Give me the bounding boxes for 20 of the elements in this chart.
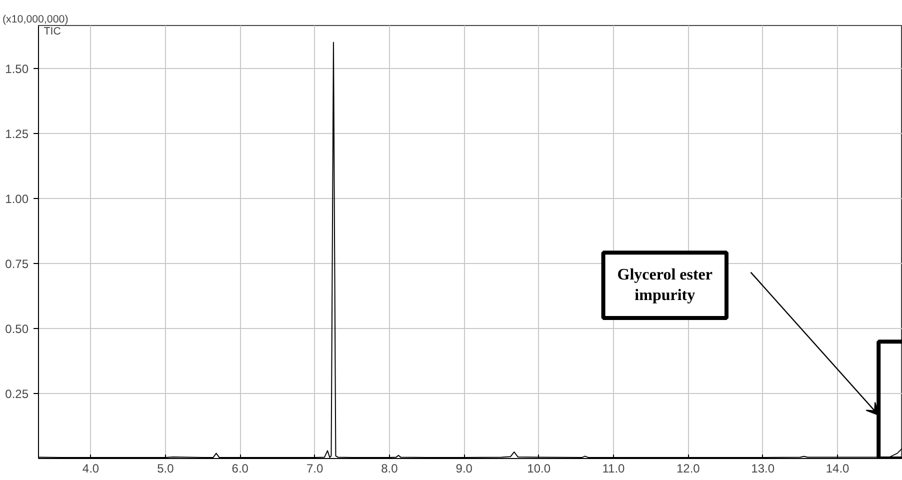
x-tick-label: 7.0 (306, 462, 324, 476)
y-tick-label: 1.25 (5, 126, 29, 141)
annotation: Glycerol ester impurity (617, 266, 713, 304)
x-tick-label: 10.0 (527, 462, 551, 476)
x-tick-label: 6.0 (232, 462, 249, 476)
x-tick-label: 5.0 (157, 462, 174, 476)
y-axis-title: (x10,000,000) (2, 14, 68, 26)
x-tick-label: 8.0 (381, 462, 398, 476)
y-tick-label: 0.75 (5, 256, 29, 271)
annotation: TIC (44, 26, 62, 38)
y-tick-label: 0.25 (5, 386, 29, 401)
y-tick-label: 1.50 (5, 62, 29, 76)
x-tick-label: 11.0 (602, 462, 626, 476)
x-tick-label: 13.0 (751, 462, 775, 476)
x-tick-label: 12.0 (676, 462, 700, 476)
y-tick-label: 1.00 (5, 192, 29, 206)
x-tick-label: 4.0 (82, 462, 100, 476)
y-tick-label: 0.50 (5, 322, 29, 336)
x-tick-label: 9.0 (456, 462, 473, 476)
x-tick-label: 14.0 (826, 462, 850, 476)
